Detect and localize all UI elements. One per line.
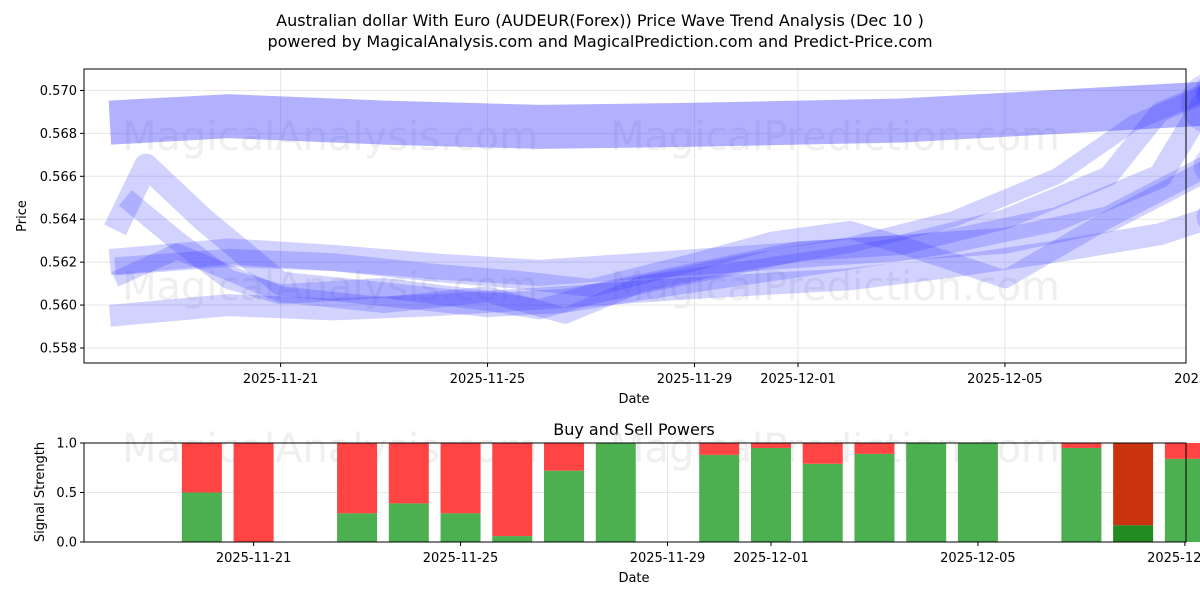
- top-y-ticks: 0.558 0.560 0.562 0.564 0.566 0.568 0.570: [40, 84, 84, 356]
- buy-sell-title: Buy and Sell Powers: [553, 420, 715, 439]
- bottom-x-tick-label: 2025-12-05: [940, 551, 1016, 566]
- buy-power-bar: [388, 503, 429, 542]
- top-x-tick-label: 2025-11-25: [450, 372, 526, 387]
- wave-series-wave-lower: [108, 209, 1200, 327]
- watermark-text: MagicalPrediction.com: [610, 264, 1060, 310]
- buy-power-bar: [1061, 447, 1102, 542]
- top-x-tick-label: 2025-12-05: [967, 372, 1043, 387]
- sell-power-bar: [440, 443, 481, 514]
- sell-power-bar: [388, 443, 429, 504]
- wave-end-marker: [1196, 207, 1200, 227]
- buy-power-bar: [699, 454, 740, 542]
- sell-power-bar: [802, 443, 843, 464]
- watermark-text: MagicalPrediction.com: [610, 114, 1060, 160]
- chart-title-line2: powered by MagicalAnalysis.com and Magic…: [267, 32, 932, 51]
- sell-power-bar: [337, 443, 378, 514]
- top-plot-frame: [83, 68, 1187, 364]
- watermark-text: MagicalAnalysis.com: [122, 114, 538, 160]
- wave-series-wave-mid-rising: [108, 157, 1200, 286]
- sell-power-bar: [1113, 443, 1154, 526]
- sell-power-bar: [750, 443, 791, 448]
- bottom-y-tick-label: 1.0: [56, 437, 77, 452]
- bottom-x-tick-label: 2025-12-01: [733, 551, 809, 566]
- bottom-x-axis-label: Date: [618, 571, 649, 586]
- sell-power-bar: [181, 443, 222, 493]
- buy-power-bar: [1113, 525, 1154, 542]
- top-y-tick-label: 0.560: [40, 299, 77, 314]
- bottom-y-ticks: 0.0 0.5 1.0: [56, 437, 84, 551]
- wave-series-wave-hump: [114, 161, 1200, 297]
- price-wave-chart: MagicalAnalysis.com MagicalPrediction.com…: [15, 68, 1200, 407]
- bottom-x-tick-label: 2025-11-21: [216, 551, 292, 566]
- top-y-tick-label: 0.558: [40, 341, 77, 356]
- wave-series-wave-steep: [111, 86, 1200, 324]
- buy-power-bar: [595, 443, 636, 542]
- top-x-tick-label: 2025-12-09: [1174, 372, 1200, 387]
- sell-power-bar: [1061, 443, 1102, 448]
- buy-power-bar: [802, 463, 843, 542]
- sell-power-bar: [854, 443, 895, 454]
- bottom-x-tick-label: 2025-11-29: [630, 551, 706, 566]
- buy-power-bar: [750, 447, 791, 542]
- buy-power-bar: [906, 443, 947, 542]
- buy-power-bar: [544, 470, 585, 542]
- sell-power-bar: [1164, 443, 1200, 459]
- price-wave-series: [104, 74, 1200, 327]
- top-y-tick-label: 0.562: [40, 256, 77, 271]
- buy-sell-bars: [181, 443, 1200, 542]
- top-x-axis-label: Date: [618, 392, 649, 407]
- wave-series-wave-dip: [104, 86, 1200, 318]
- top-x-tick-label: 2025-11-29: [657, 372, 733, 387]
- top-y-tick-label: 0.568: [40, 127, 77, 142]
- top-x-tick-label: 2025-12-01: [760, 372, 836, 387]
- wave-end-marker: [1193, 151, 1200, 180]
- buy-power-bar: [181, 492, 222, 542]
- buy-power-bar: [957, 443, 998, 542]
- bottom-x-tick-label: 2025-12-09: [1147, 551, 1200, 566]
- buy-power-bar: [1164, 458, 1200, 542]
- wave-series-wave-dip-2: [119, 84, 1200, 320]
- top-x-ticks: 2025-11-21 2025-11-25 2025-11-29 2025-12-01…: [243, 363, 1200, 387]
- top-x-tick-label: 2025-11-21: [243, 372, 319, 387]
- bottom-x-ticks: 2025-11-21 2025-11-25 2025-11-29 2025-12-01…: [216, 542, 1200, 566]
- top-grid: [84, 69, 1186, 363]
- bottom-x-tick-label: 2025-11-25: [423, 551, 499, 566]
- sell-power-bar: [233, 443, 274, 542]
- top-watermarks: MagicalAnalysis.com MagicalPrediction.com…: [122, 114, 1060, 310]
- buy-power-bar: [492, 536, 533, 542]
- sell-power-bar: [492, 443, 533, 537]
- top-y-tick-label: 0.566: [40, 170, 77, 185]
- watermark-text: MagicalAnalysis.com: [122, 264, 538, 310]
- buy-power-bar: [440, 513, 481, 542]
- wave-series-wave-top: [108, 81, 1200, 149]
- bottom-y-tick-label: 0.5: [56, 486, 77, 501]
- wave-end-marker: [1197, 83, 1200, 98]
- bottom-y-tick-label: 0.0: [56, 536, 77, 551]
- sell-power-bar: [699, 443, 740, 455]
- top-y-tick-label: 0.570: [40, 84, 77, 99]
- buy-sell-power-chart: Buy and Sell Powers MagicalAnalysis.comM…: [33, 420, 1200, 586]
- bottom-y-axis-label: Signal Strength: [33, 442, 48, 542]
- wave-end-marker: [1195, 78, 1200, 103]
- top-y-tick-label: 0.564: [40, 213, 77, 228]
- chart-title-line1: Australian dollar With Euro (AUDEUR(Fore…: [276, 11, 924, 30]
- buy-power-bar: [337, 513, 378, 542]
- top-y-axis-label: Price: [15, 200, 30, 232]
- buy-power-bar: [854, 453, 895, 542]
- sell-power-bar: [544, 443, 585, 471]
